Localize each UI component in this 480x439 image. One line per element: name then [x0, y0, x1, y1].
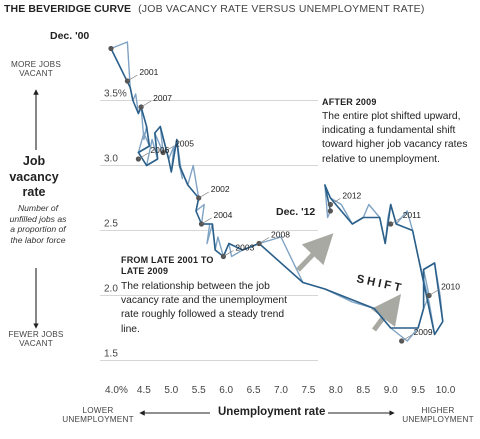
year-leader [138, 152, 149, 160]
year-leader [127, 74, 138, 82]
year-marker [160, 149, 166, 156]
year-marker [327, 208, 333, 214]
y-bottom-label: FEWER JOBS VACANT [8, 330, 64, 349]
shift-label: SHIFT [355, 273, 405, 295]
y-axis-subtitle: Number of unfilled jobs as a proportion … [9, 203, 67, 246]
y-top-label: MORE JOBS VACANT [10, 60, 62, 79]
year-leader [330, 198, 341, 205]
y-tick-label: 2.5 [104, 219, 118, 230]
year-leader [401, 334, 412, 342]
year-label: 2007 [153, 93, 172, 103]
before-text: The relationship between the job vacancy… [121, 281, 287, 335]
year-label: 2012 [342, 191, 361, 201]
x-tick-label: 9.0 [384, 385, 398, 396]
y-axis-title: Job vacancy rate [9, 154, 59, 200]
year-label: 2005 [175, 139, 194, 149]
x-tick-label: 7.5 [301, 385, 315, 396]
year-leader [162, 146, 174, 153]
x-tick-label: 5.0 [164, 385, 178, 396]
x-tick-labels: 4.0% 4.5 5.0 5.5 6.0 6.5 7.0 7.5 8.0 8.5 9.0 9.5 10.… [105, 385, 456, 396]
shift-arrow-left [296, 233, 334, 272]
chart-title-row: THE BEVERIDGE CURVE (JOB VACANCY RATE VE… [4, 3, 425, 15]
x-axis-title: Unemployment rate [218, 406, 326, 418]
x-tick-label: 10.0 [436, 385, 456, 396]
year-label: 2008 [271, 230, 290, 240]
year-label: 2011 [403, 210, 422, 220]
x-tick-label: 4.5 [137, 385, 151, 396]
year-label: 2003 [235, 243, 254, 253]
year-label: 2002 [211, 184, 230, 194]
x-tick-label: 6.5 [247, 385, 261, 396]
y-tick-label: 3.0 [104, 154, 118, 165]
x-right-label: HIGHER UNEMPLOYMENT [402, 406, 474, 425]
x-tick-label: 7.0 [274, 385, 288, 396]
y-tick-labels: 3.5% 3.0 2.5 2.0 1.5 [104, 89, 127, 360]
x-tick-label: 9.5 [411, 385, 425, 396]
year-marker [196, 195, 202, 201]
year-label: 2004 [213, 210, 232, 220]
year-label: 2001 [139, 67, 158, 77]
year-marker [108, 45, 114, 52]
y-tick-label: 3.5% [104, 89, 127, 100]
chart-title: THE BEVERIDGE CURVE [4, 3, 132, 15]
year-marker [138, 104, 144, 110]
after2009-title: AFTER 2009 [322, 97, 377, 107]
year-leader [428, 289, 440, 296]
series-line-dark [110, 48, 444, 336]
year-leader [223, 250, 234, 257]
year-leader [258, 237, 270, 244]
start-label: Dec. '00 [50, 30, 90, 42]
after2009-text: The entire plot shifted upward, indicati… [322, 111, 468, 165]
year-leader [201, 217, 212, 225]
year-label: 2010 [441, 282, 460, 292]
x-tick-label: 8.5 [356, 385, 370, 396]
x-tick-label: 5.5 [192, 385, 206, 396]
year-leader [198, 191, 209, 199]
chart-subtitle: (JOB VACANCY RATE VERSUS UNEMPLOYMENT RA… [138, 3, 425, 15]
y-tick-label: 1.5 [104, 349, 118, 360]
x-tick-label: 6.0 [219, 385, 233, 396]
year-leader [390, 217, 401, 225]
x-left-label: LOWER UNEMPLOYMENT [62, 406, 134, 425]
x-tick-label: 8.0 [329, 385, 343, 396]
year-label: 2006 [150, 145, 169, 155]
year-marker [135, 156, 141, 162]
year-leader [140, 100, 152, 108]
year-label: 2009 [414, 327, 433, 337]
y-tick-label: 2.0 [104, 284, 118, 295]
before-title: FROM LATE 2001 TO LATE 2009 [121, 255, 214, 277]
x-tick-label: 4.0% [105, 385, 128, 396]
year-markers: 2001 2007 2005 2006 2002 2004 2003 2008 2009 2010… [108, 45, 460, 344]
end-label: Dec. '12 [276, 206, 316, 218]
